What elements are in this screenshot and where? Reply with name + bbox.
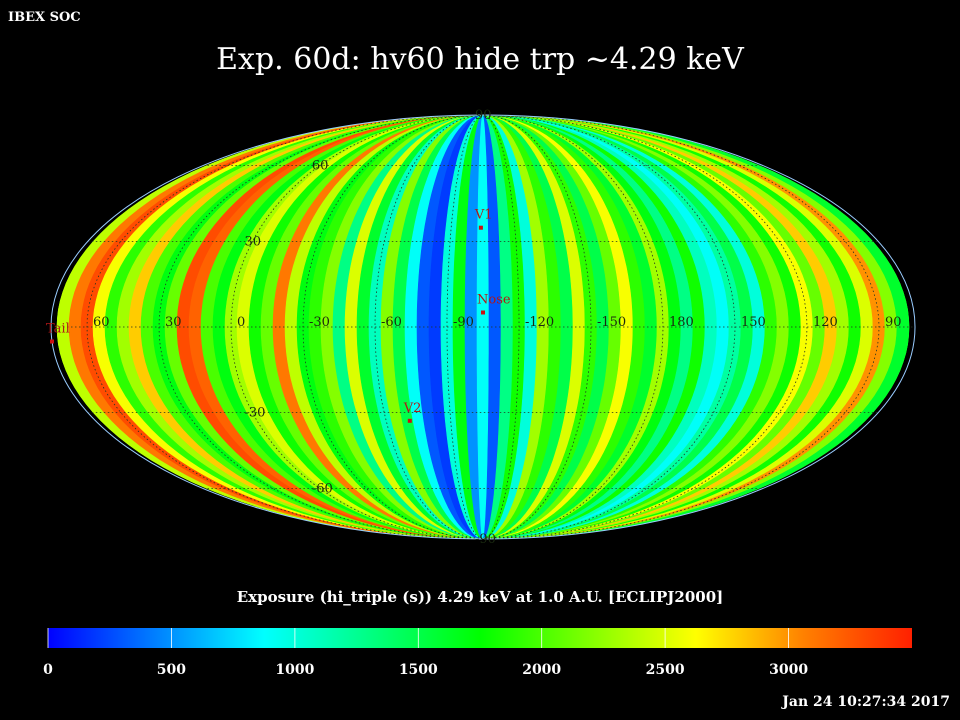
longitude-label: 0 — [237, 315, 245, 330]
latitude-label: -90 — [475, 532, 496, 547]
longitude-label: 180 — [669, 315, 694, 330]
marker-label: V2 — [403, 401, 422, 416]
longitude-label: 60 — [93, 315, 110, 330]
longitude-label: 30 — [165, 315, 182, 330]
colorbar-tick-label: 1000 — [275, 662, 314, 678]
marker-dot — [478, 225, 483, 230]
org-label: IBEX SOC — [8, 10, 81, 25]
marker-label: V1 — [474, 208, 493, 223]
longitude-label: -30 — [309, 315, 330, 330]
colorbar-tick-label: 3000 — [769, 662, 808, 678]
latitude-label: -60 — [312, 482, 333, 497]
marker-dot — [50, 339, 54, 344]
longitude-label: -120 — [525, 315, 554, 330]
map-title: Exposure (hi_triple (s)) 4.29 keV at 1.0… — [236, 588, 724, 606]
longitude-label: 120 — [813, 315, 838, 330]
latitude-label: 30 — [245, 234, 262, 249]
colorbar-tick-label: 500 — [157, 662, 186, 678]
marker-label: Tail — [46, 322, 70, 337]
longitude-label: -150 — [597, 315, 626, 330]
colorbar — [48, 628, 912, 648]
marker-dot — [407, 418, 412, 423]
latitude-label: -30 — [245, 406, 266, 421]
map-boundary — [50, 114, 916, 540]
latitude-labels: 90 60 30 -30 -60 -90 — [245, 108, 496, 547]
latitude-label: 90 — [475, 108, 492, 123]
marker-label: Nose — [477, 293, 511, 308]
longitude-label: -60 — [381, 315, 402, 330]
timestamp: Jan 24 10:27:34 2017 — [782, 694, 950, 710]
colorbar-tick-label: 2000 — [522, 662, 561, 678]
colorbar-tick-label: 1500 — [399, 662, 438, 678]
colorbar-tick-label: 2500 — [646, 662, 685, 678]
markers: V1 Nose V2 Tail — [46, 208, 511, 423]
graticule — [51, 114, 915, 540]
longitude-label: 90 — [885, 315, 902, 330]
longitude-labels: 60 30 0 -30 -60 -90 -120 -150 180 150 120 90 — [93, 315, 902, 330]
marker-dot — [481, 310, 485, 315]
colorbar-tick-label: 0 — [43, 662, 53, 678]
longitude-label: -90 — [453, 315, 474, 330]
colorbar-ticks: 0 500 1000 1500 2000 2500 3000 — [43, 628, 808, 678]
meridian-line — [158, 114, 484, 540]
latitude-label: 60 — [312, 158, 329, 173]
longitude-label: 150 — [741, 315, 766, 330]
plot-title: Exp. 60d: hv60 hide trp ~4.29 keV — [216, 42, 744, 77]
